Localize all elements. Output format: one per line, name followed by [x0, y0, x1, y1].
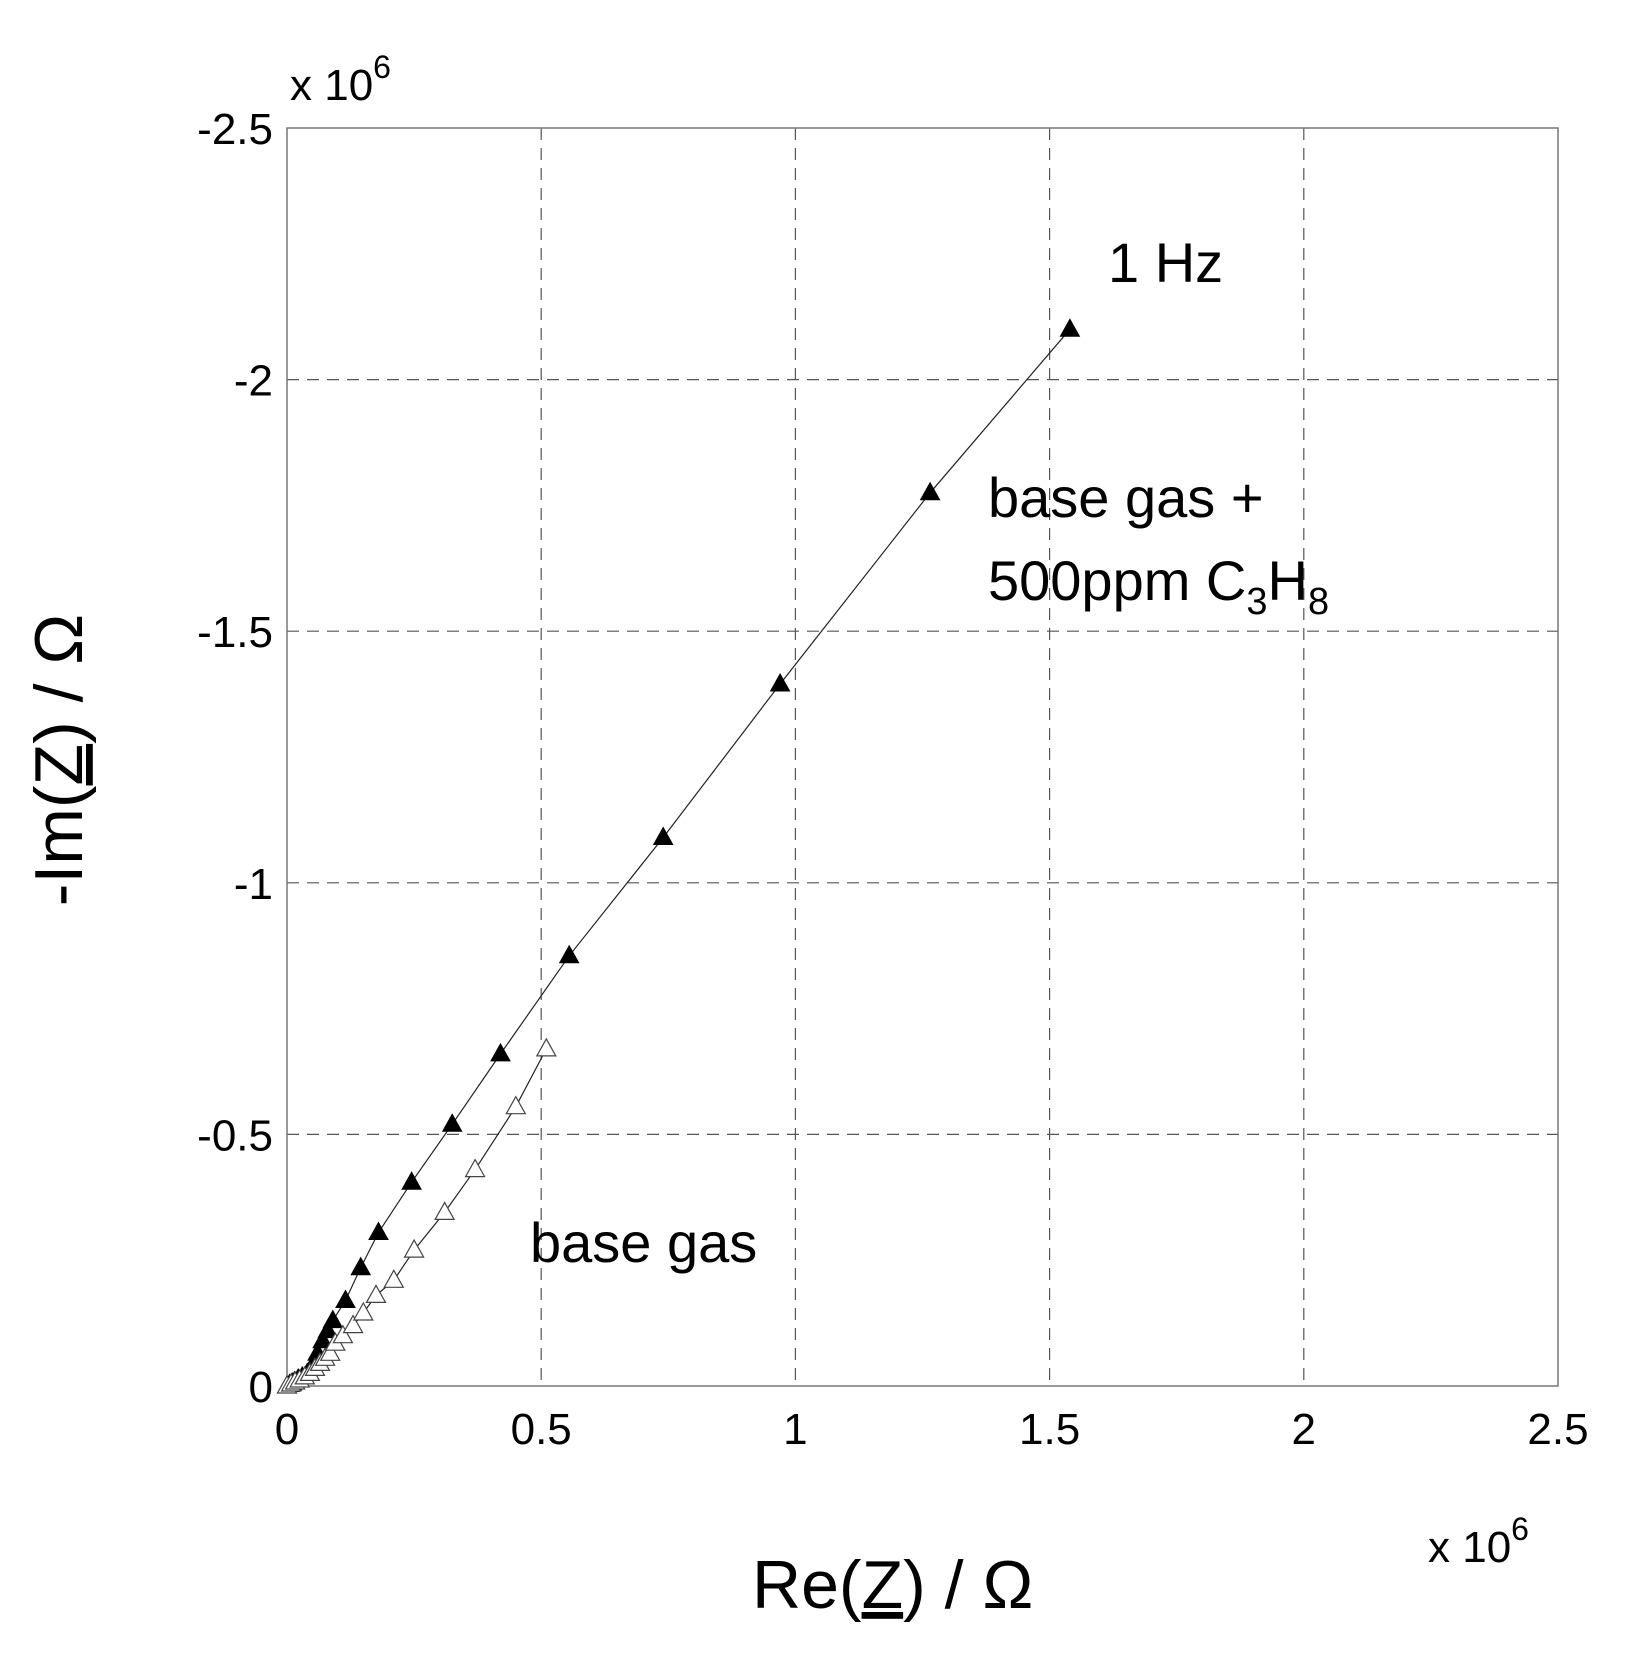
y-tick-label: -2.5 [197, 105, 273, 154]
data-point-c3h8 [401, 1171, 422, 1190]
annotation-upper-line1: base gas + [988, 466, 1264, 529]
annotation-lower: base gas [530, 1211, 757, 1274]
data-point-base [434, 1201, 456, 1221]
x-tick-label: 1 [783, 1405, 807, 1454]
data-point-c3h8 [919, 481, 941, 501]
data-point-base [505, 1095, 527, 1115]
x-tick-label: 1.5 [1019, 1405, 1080, 1454]
data-point-c3h8 [350, 1256, 372, 1276]
data-point-c3h8 [335, 1289, 356, 1308]
x-tick-label: 2 [1292, 1405, 1316, 1454]
grid [287, 128, 1558, 1386]
y-tick-label: 0 [249, 1363, 273, 1412]
data-point-base [365, 1284, 387, 1304]
x-multiplier: x 106 [1428, 1511, 1529, 1572]
y-tick-label: -1.5 [197, 608, 273, 657]
y-multiplier: x 106 [290, 49, 391, 110]
y-tick-label: -0.5 [197, 1111, 273, 1160]
series-layer [276, 318, 1081, 1394]
y-tick-label: -2 [234, 357, 273, 406]
series-base [276, 1037, 557, 1394]
x-axis-label: Re(Z) / Ω [752, 1547, 1033, 1623]
data-point-base [332, 1324, 354, 1344]
x-tick-label: 0.5 [511, 1405, 572, 1454]
data-point-c3h8 [490, 1042, 511, 1062]
data-point-base [319, 1342, 341, 1361]
data-point-c3h8 [312, 1329, 333, 1349]
data-point-base [464, 1158, 486, 1178]
data-point-base [403, 1238, 425, 1258]
data-point-c3h8 [652, 826, 674, 845]
data-point-c3h8 [769, 672, 791, 692]
y-tick-label: -1 [234, 860, 273, 909]
x-tick-label: 0 [275, 1405, 299, 1454]
x-tick-labels: 0 0.5 1 1.5 2 2.5 [275, 1405, 1589, 1454]
data-point-base [342, 1314, 364, 1334]
data-point-c3h8 [322, 1309, 344, 1329]
y-axis-label: -Im(Z) / Ω [21, 614, 97, 907]
annotation-frequency: 1 Hz [1108, 231, 1223, 294]
data-point-c3h8 [317, 1319, 339, 1339]
y-tick-labels: 0 -0.5 -1 -1.5 -2 -2.5 [197, 105, 273, 1412]
data-point-c3h8 [368, 1221, 389, 1240]
annotation-upper-line2: 500ppm C3H8 [988, 549, 1329, 623]
data-point-base [383, 1269, 405, 1288]
data-point-c3h8 [558, 944, 580, 964]
data-point-base [535, 1037, 557, 1057]
x-tick-label: 2.5 [1527, 1405, 1588, 1454]
data-point-base [352, 1301, 374, 1321]
data-point-c3h8 [441, 1113, 463, 1132]
plot-frame [286, 127, 1559, 1387]
data-point-c3h8 [1059, 318, 1081, 337]
